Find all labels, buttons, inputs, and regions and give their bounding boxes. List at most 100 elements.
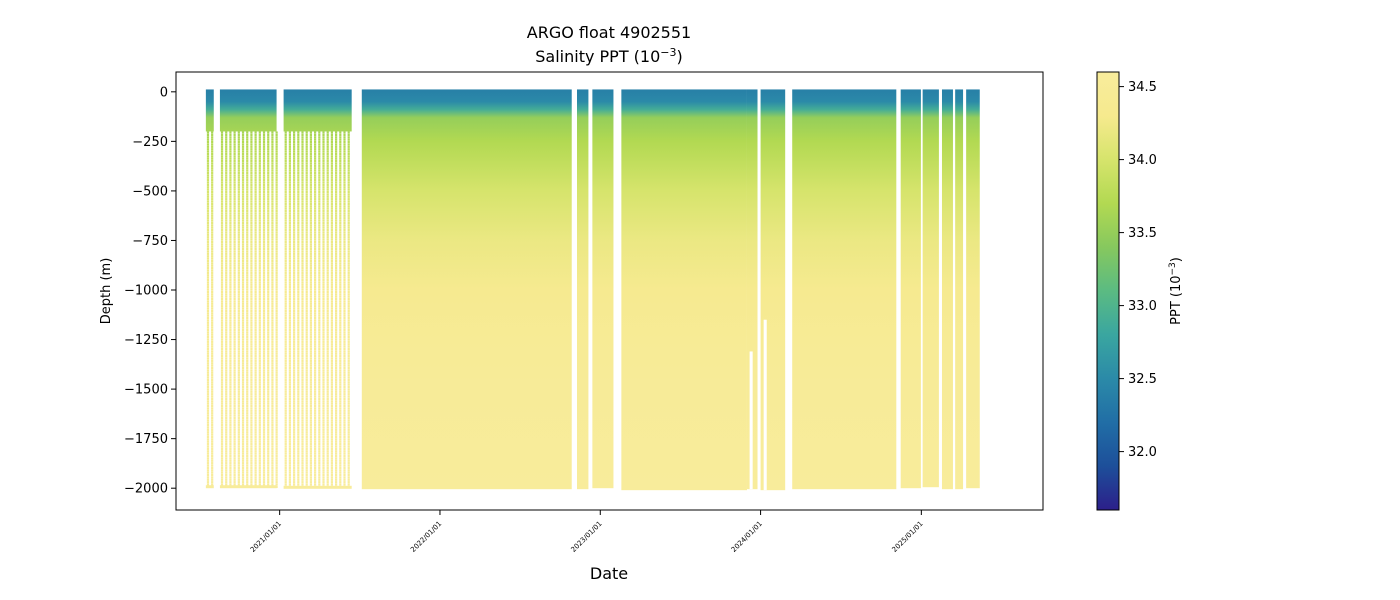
sparse-profile-point [271,305,274,308]
sparse-profile-point [339,228,342,232]
sparse-profile-point [225,212,228,215]
sparse-profile-point [206,412,210,415]
sparse-profile-point [241,271,245,274]
sparse-profile-point [258,293,261,296]
sparse-profile-point [284,443,287,446]
sparse-profile-point [271,347,274,351]
sparse-profile-point [343,150,346,153]
sparse-profile-point [262,228,266,232]
sparse-profile-point [258,371,261,374]
sparse-profile-point [271,338,274,341]
sparse-profile-point [330,473,334,477]
sparse-profile-point [326,138,329,141]
sparse-profile-point [246,143,249,146]
sparse-profile-point [241,324,245,327]
sparse-profile-point [233,181,236,184]
sparse-profile-point [330,252,334,255]
sparse-profile-point [314,214,317,217]
sparse-profile-point [335,295,338,298]
sparse-profile-point [284,188,287,191]
sparse-profile-point [229,321,232,324]
sparse-profile-point [250,243,253,246]
sparse-profile-point [318,333,321,336]
sparse-profile-point [322,236,325,239]
sparse-profile-point [339,159,342,163]
sparse-profile-point [275,464,278,467]
sparse-profile-point [254,228,257,232]
sparse-profile-point [250,226,253,229]
sparse-profile-point [229,221,232,225]
sparse-profile-point [343,214,346,217]
sparse-profile-point [225,190,228,194]
sparse-profile-point [309,205,313,208]
sparse-profile-point [237,350,240,353]
sparse-profile-point [262,435,266,439]
sparse-profile-point [229,288,232,291]
sparse-profile-point [318,288,321,291]
sparse-profile-point [267,440,270,443]
sparse-profile-point [288,264,292,267]
sparse-profile-point [318,483,321,486]
sparse-profile-point [267,228,270,232]
sparse-profile-point [258,247,261,251]
sparse-profile-point [322,269,325,272]
sparse-profile-point [284,469,287,472]
sparse-profile-point [250,345,253,348]
sparse-profile-point [229,374,232,377]
sparse-profile-point [309,276,313,279]
sparse-profile-point [267,395,270,398]
sparse-profile-point [250,181,253,184]
sparse-profile-point [220,148,224,151]
sparse-profile-point [271,145,274,148]
sparse-profile-point [288,485,292,489]
sparse-profile-point [237,181,240,184]
sparse-profile-point [225,221,228,225]
sparse-profile-point [237,381,240,384]
sparse-profile-point [305,376,308,379]
sparse-profile-point [293,302,296,305]
sparse-profile-point [275,426,278,429]
sparse-profile-point [246,350,249,353]
sparse-profile-point [233,309,236,313]
sparse-profile-point [288,357,292,360]
sparse-profile-point [258,190,261,194]
sparse-profile-point [211,333,214,336]
sparse-profile-point [220,343,224,346]
sparse-profile-point [206,133,210,137]
sparse-profile-point [339,224,342,227]
sparse-profile-point [246,221,249,225]
sparse-profile-dots [206,131,350,489]
sparse-profile-point [322,438,325,441]
sparse-profile-point [314,333,317,336]
sparse-profile-point [267,224,270,227]
sparse-profile-point [343,483,346,486]
sparse-profile-point [297,302,300,305]
sparse-profile-point [275,371,278,374]
sparse-profile-point [322,338,325,341]
sparse-profile-point [297,255,300,258]
sparse-profile-point [335,305,338,308]
sparse-profile-point [254,281,257,284]
sparse-profile-point [293,281,296,284]
sparse-profile-point [275,481,278,484]
sparse-profile-point [326,267,329,270]
sparse-profile-point [237,286,240,289]
sparse-profile-point [220,378,224,381]
sparse-profile-point [284,438,287,441]
sparse-profile-point [322,469,325,472]
sparse-profile-point [206,419,210,422]
sparse-profile-point [262,202,266,206]
sparse-profile-point [229,276,232,279]
sparse-profile-point [271,143,274,146]
sparse-profile-point [343,454,346,458]
sparse-profile-point [220,238,224,241]
sparse-profile-point [275,202,278,206]
sparse-profile-point [322,483,325,486]
sparse-profile-point [339,357,342,360]
sparse-profile-point [206,240,210,244]
sparse-profile-point [318,355,321,358]
sparse-profile-point [284,464,287,467]
sparse-profile-point [275,221,278,225]
sparse-profile-point [318,457,321,460]
sparse-profile-point [275,402,278,405]
